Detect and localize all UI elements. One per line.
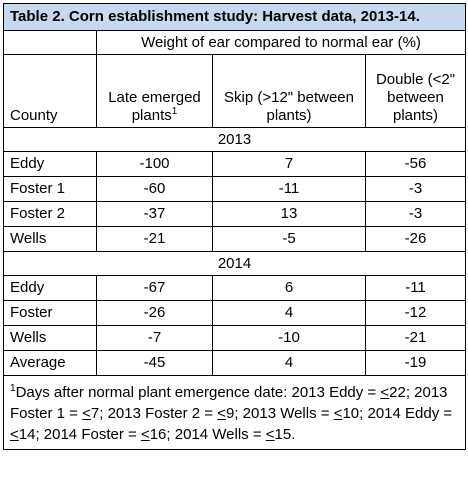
skip-cell: 13 xyxy=(212,201,366,227)
table-row-average: Average -45 4 -19 xyxy=(3,350,466,376)
footnote-text: 7; 2013 Foster 2 = xyxy=(90,405,218,422)
year-header-2014: 2014 xyxy=(3,251,466,276)
double-cell: -12 xyxy=(365,300,466,326)
table-row: Wells -7 -10 -21 xyxy=(3,325,466,351)
group-header: Weight of ear compared to normal ear (%) xyxy=(96,30,466,55)
county-cell: Average xyxy=(3,350,97,376)
late-cell: -45 xyxy=(96,350,213,376)
footnote-text: 16; 2014 Wells = xyxy=(149,426,266,443)
double-cell: -3 xyxy=(365,176,466,202)
county-cell: Foster 1 xyxy=(3,176,97,202)
blank-corner-cell xyxy=(3,30,97,55)
le-symbol: < xyxy=(140,426,150,443)
skip-cell: -10 xyxy=(212,325,366,351)
le-symbol: < xyxy=(10,426,19,443)
le-symbol: < xyxy=(333,405,343,422)
table-row: Eddy -67 6 -11 xyxy=(3,275,466,301)
le-symbol: < xyxy=(265,426,275,443)
skip-cell: -5 xyxy=(212,226,366,252)
late-emerged-column-header: Late emerged plants1 xyxy=(96,54,213,128)
footnote-marker: 1 xyxy=(10,383,16,394)
table-row: Foster 2 -37 13 -3 xyxy=(3,201,466,227)
late-cell: -100 xyxy=(96,151,213,177)
double-cell: -19 xyxy=(365,350,466,376)
skip-cell: -11 xyxy=(212,176,366,202)
county-cell: Foster xyxy=(3,300,97,326)
late-cell: -37 xyxy=(96,201,213,227)
table-row: Wells -21 -5 -26 xyxy=(3,226,466,252)
county-cell: Eddy xyxy=(3,151,97,177)
table-row: Eddy -100 7 -56 xyxy=(3,151,466,177)
county-cell: Wells xyxy=(3,226,97,252)
late-cell: -7 xyxy=(96,325,213,351)
footnote-text: 22; 2013 Foster 1 = xyxy=(10,384,448,422)
footnote-text: Days after normal plant emergence date: … xyxy=(15,384,381,401)
skip-cell: 7 xyxy=(212,151,366,177)
double-cell: -26 xyxy=(365,226,466,252)
county-column-header: County xyxy=(3,54,97,128)
late-cell: -60 xyxy=(96,176,213,202)
county-cell: Wells xyxy=(3,325,97,351)
footnote-marker: 1 xyxy=(171,106,178,117)
footnote-text: 10; 2014 Eddy = xyxy=(342,405,453,422)
year-header-2013: 2013 xyxy=(3,127,466,152)
table-title: Table 2. Corn establishment study: Harve… xyxy=(3,3,466,31)
double-cell: -21 xyxy=(365,325,466,351)
double-cell: -3 xyxy=(365,201,466,227)
footnote-text: 15. xyxy=(274,426,296,443)
footnote-text: 9; 2013 Wells = xyxy=(225,405,334,422)
double-column-header: Double (<2" between plants) xyxy=(365,54,466,128)
late-cell: -67 xyxy=(96,275,213,301)
skip-cell: 4 xyxy=(212,350,366,376)
skip-column-header: Skip (>12" between plants) xyxy=(212,54,366,128)
late-cell: -26 xyxy=(96,300,213,326)
skip-cell: 4 xyxy=(212,300,366,326)
table-row: Foster 1 -60 -11 -3 xyxy=(3,176,466,202)
table-container: Table 2. Corn establishment study: Harve… xyxy=(3,3,466,478)
late-cell: -21 xyxy=(96,226,213,252)
le-symbol: < xyxy=(82,405,91,422)
county-cell: Foster 2 xyxy=(3,201,97,227)
le-symbol: < xyxy=(380,384,390,401)
footnote-text: 14; 2014 Foster = xyxy=(18,426,141,443)
footnote: 1Days after normal plant emergence date:… xyxy=(3,375,466,450)
double-cell: -56 xyxy=(365,151,466,177)
skip-cell: 6 xyxy=(212,275,366,301)
county-cell: Eddy xyxy=(3,275,97,301)
table-row: Foster -26 4 -12 xyxy=(3,300,466,326)
harvest-data-table: Table 2. Corn establishment study: Harve… xyxy=(3,3,466,450)
le-symbol: < xyxy=(217,405,226,422)
double-cell: -11 xyxy=(365,275,466,301)
late-emerged-label: Late emerged plants xyxy=(108,89,201,124)
